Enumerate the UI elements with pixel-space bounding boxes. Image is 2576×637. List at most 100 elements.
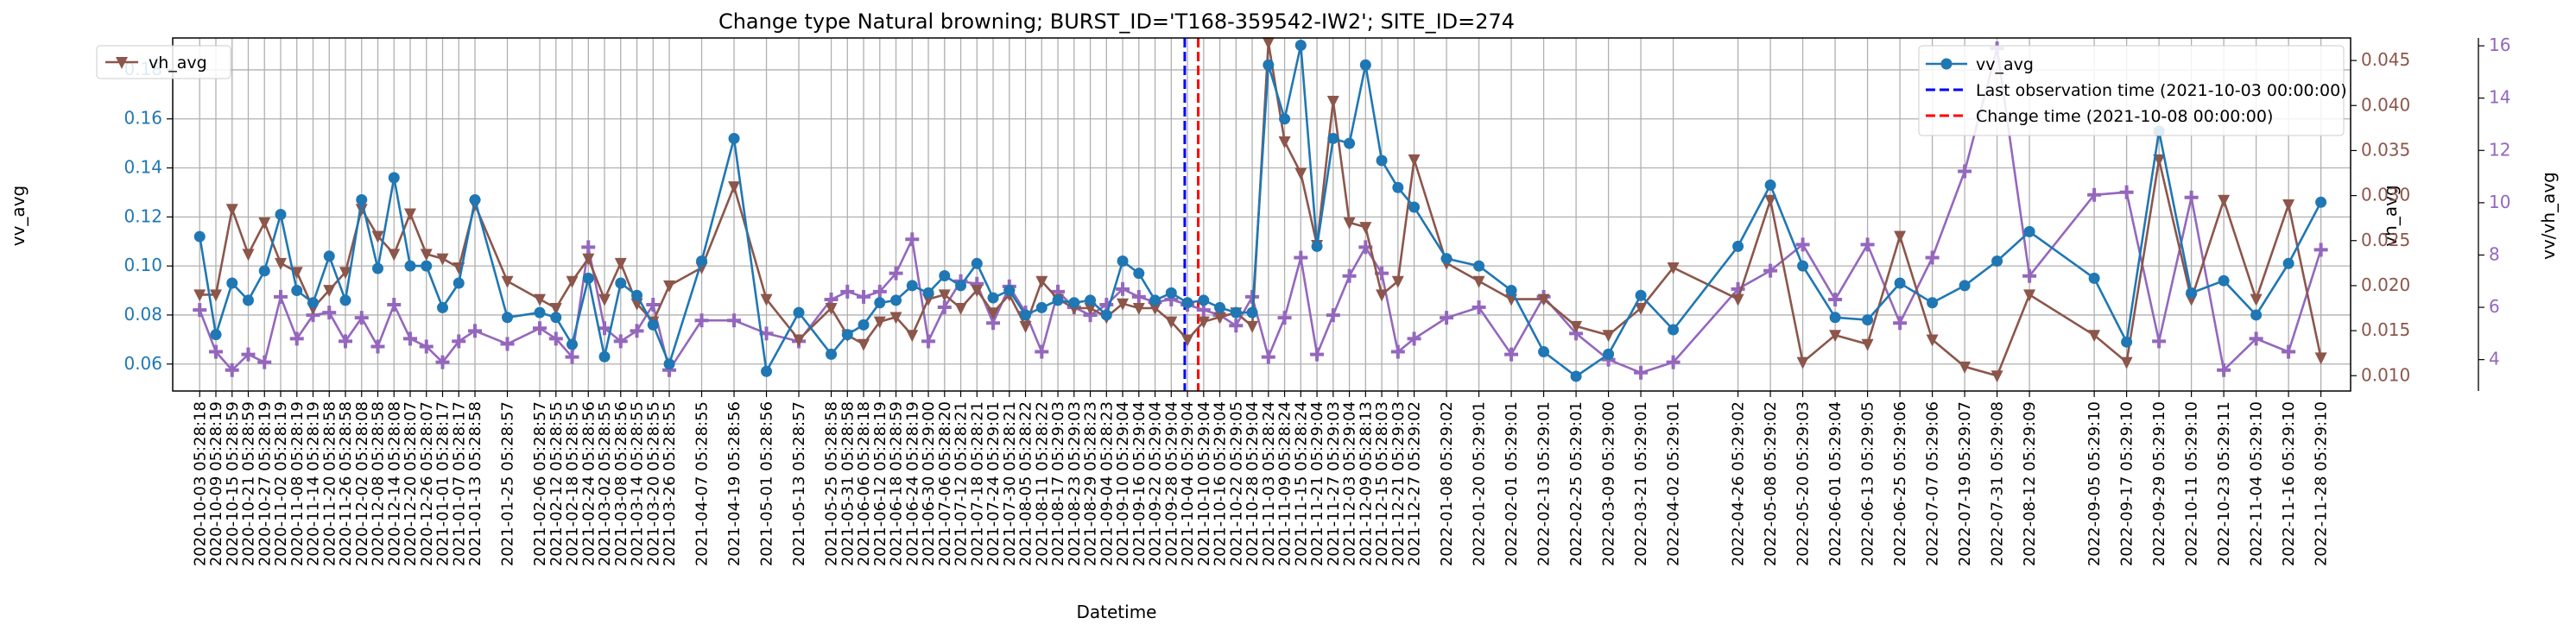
- data-point: [1795, 237, 1810, 252]
- x-tick-label: 2020-10-09 05:28:19: [207, 401, 225, 566]
- y-right2-tick-label: 12: [2489, 139, 2510, 160]
- data-point: [2282, 199, 2295, 212]
- data-point: [1326, 308, 1340, 323]
- data-point: [435, 355, 450, 369]
- data-point: [906, 330, 919, 343]
- data-point: [1505, 285, 1517, 297]
- x-tick-label: 2022-05-20 05:29:03: [1794, 401, 1813, 566]
- y-right2-tick-label: 6: [2489, 296, 2500, 317]
- data-point: [1893, 316, 1908, 331]
- x-tick-label: 2022-10-23 05:29:11: [2215, 401, 2233, 566]
- data-point: [437, 301, 449, 313]
- x-tick-label: 2020-11-26 05:28:58: [337, 401, 355, 566]
- data-point: [1261, 350, 1275, 364]
- data-point: [2313, 243, 2328, 257]
- data-point: [858, 318, 870, 331]
- x-tick-label: 2021-02-18 05:28:55: [564, 401, 582, 566]
- data-point: [1294, 167, 1307, 180]
- data-point: [1732, 240, 1744, 252]
- data-point: [1131, 289, 1146, 304]
- data-point: [226, 277, 238, 289]
- legend-top-right: vv_avg Last observation time (2021-10-03 …: [1918, 45, 2347, 136]
- data-point: [696, 255, 708, 267]
- legend-label: Last observation time (2021-10-03 00:00:…: [1976, 81, 2347, 100]
- data-point: [921, 334, 936, 349]
- data-point: [2218, 194, 2231, 207]
- y-left-tick-label: 0.10: [123, 255, 162, 275]
- data-point: [1407, 331, 1421, 346]
- data-point: [1763, 263, 1778, 278]
- x-tick-label: 2021-08-23 05:29:03: [1066, 401, 1084, 566]
- data-point: [566, 338, 579, 350]
- data-point: [323, 250, 335, 262]
- data-point: [1117, 298, 1130, 311]
- x-tick-label: 2021-07-06 05:28:20: [936, 401, 954, 566]
- data-point: [549, 303, 562, 316]
- data-point: [646, 298, 661, 312]
- x-tick-label: 2021-05-31 05:28:58: [839, 401, 857, 566]
- data-point: [663, 280, 676, 293]
- x-tick-label: 2022-10-11 05:29:10: [2183, 401, 2201, 566]
- x-tick-label: 2022-01-20 05:29:01: [1471, 401, 1489, 566]
- data-point: [1263, 59, 1275, 71]
- data-point: [1603, 348, 1615, 360]
- data-point: [727, 313, 742, 328]
- data-point: [1035, 344, 1049, 359]
- data-point: [501, 275, 514, 288]
- y-right-tick-label: 0.025: [2361, 230, 2410, 250]
- x-tick-label: 2022-09-05 05:29:10: [2085, 401, 2104, 566]
- data-point: [565, 350, 579, 364]
- y-right-axis-label: vh_avg: [2380, 185, 2401, 246]
- data-point: [793, 334, 806, 347]
- x-tick-label: 2022-07-07 05:29:06: [1924, 401, 1942, 566]
- data-point: [1327, 132, 1339, 144]
- x-tick-label: 2020-10-27 05:28:19: [256, 401, 274, 566]
- x-tick-label: 2022-09-29 05:29:10: [2150, 401, 2168, 566]
- data-point: [1408, 201, 1421, 213]
- data-point: [1667, 262, 1680, 275]
- data-point: [1796, 356, 1809, 369]
- y-left-tick-label: 0.06: [123, 353, 162, 374]
- x-tick-label: 2021-12-27 05:29:02: [1406, 401, 1424, 566]
- x-tick-label: 2021-06-12 05:28:19: [871, 401, 889, 566]
- x-tick-label: 2021-07-24 05:29:01: [984, 401, 1003, 566]
- x-tick-label: 2022-07-31 05:29:08: [1989, 401, 2007, 566]
- y-right-ticks: 0.010 0.015 0.020 0.025 0.030 0.035 0.040 0.045: [2351, 49, 2410, 385]
- data-point: [469, 193, 481, 205]
- data-point: [1020, 309, 1032, 321]
- x-tick-label: 2022-03-09 05:29:00: [1600, 401, 1618, 566]
- x-tick-label: 2021-12-21 05:29:03: [1389, 401, 1408, 566]
- data-point: [615, 277, 627, 289]
- x-tick-label: 2020-12-26 05:28:07: [418, 401, 436, 566]
- x-tick-label: 2021-06-06 05:28:18: [855, 401, 873, 566]
- data-point: [322, 306, 337, 320]
- data-point: [1181, 334, 1194, 347]
- x-tick-label: 2021-08-05 05:28:22: [1017, 401, 1035, 566]
- data-point: [1731, 281, 1745, 296]
- x-tick-label: 2021-12-15 05:28:03: [1373, 401, 1391, 566]
- data-point: [1408, 154, 1421, 167]
- data-point: [1084, 303, 1097, 316]
- data-point: [631, 289, 643, 301]
- x-tick-label: 2022-08-12 05:29:09: [2021, 401, 2039, 566]
- data-point: [694, 313, 709, 328]
- y-left-ticks: 0.060.080.100.120.140.160.18: [123, 59, 173, 374]
- data-point: [905, 232, 920, 247]
- x-tick-label: 2021-10-22 05:29:05: [1227, 401, 1245, 566]
- data-point: [1197, 316, 1210, 329]
- data-point: [339, 294, 351, 306]
- x-tick-label: 2021-07-30 05:28:21: [1001, 401, 1019, 566]
- data-point: [598, 321, 612, 336]
- data-point: [630, 324, 644, 338]
- data-point: [1862, 314, 1874, 326]
- data-point: [1829, 330, 1842, 343]
- data-point: [872, 284, 887, 299]
- x-tick-label: 2020-11-14 05:28:19: [305, 401, 323, 566]
- data-point: [419, 339, 434, 354]
- data-point: [1149, 303, 1161, 316]
- data-point: [1927, 297, 1939, 309]
- data-point: [1473, 260, 1485, 272]
- data-point: [1229, 318, 1244, 333]
- y-right-tick-label: 0.030: [2361, 185, 2410, 205]
- x-tick-label: 2022-01-08 05:29:02: [1438, 401, 1456, 566]
